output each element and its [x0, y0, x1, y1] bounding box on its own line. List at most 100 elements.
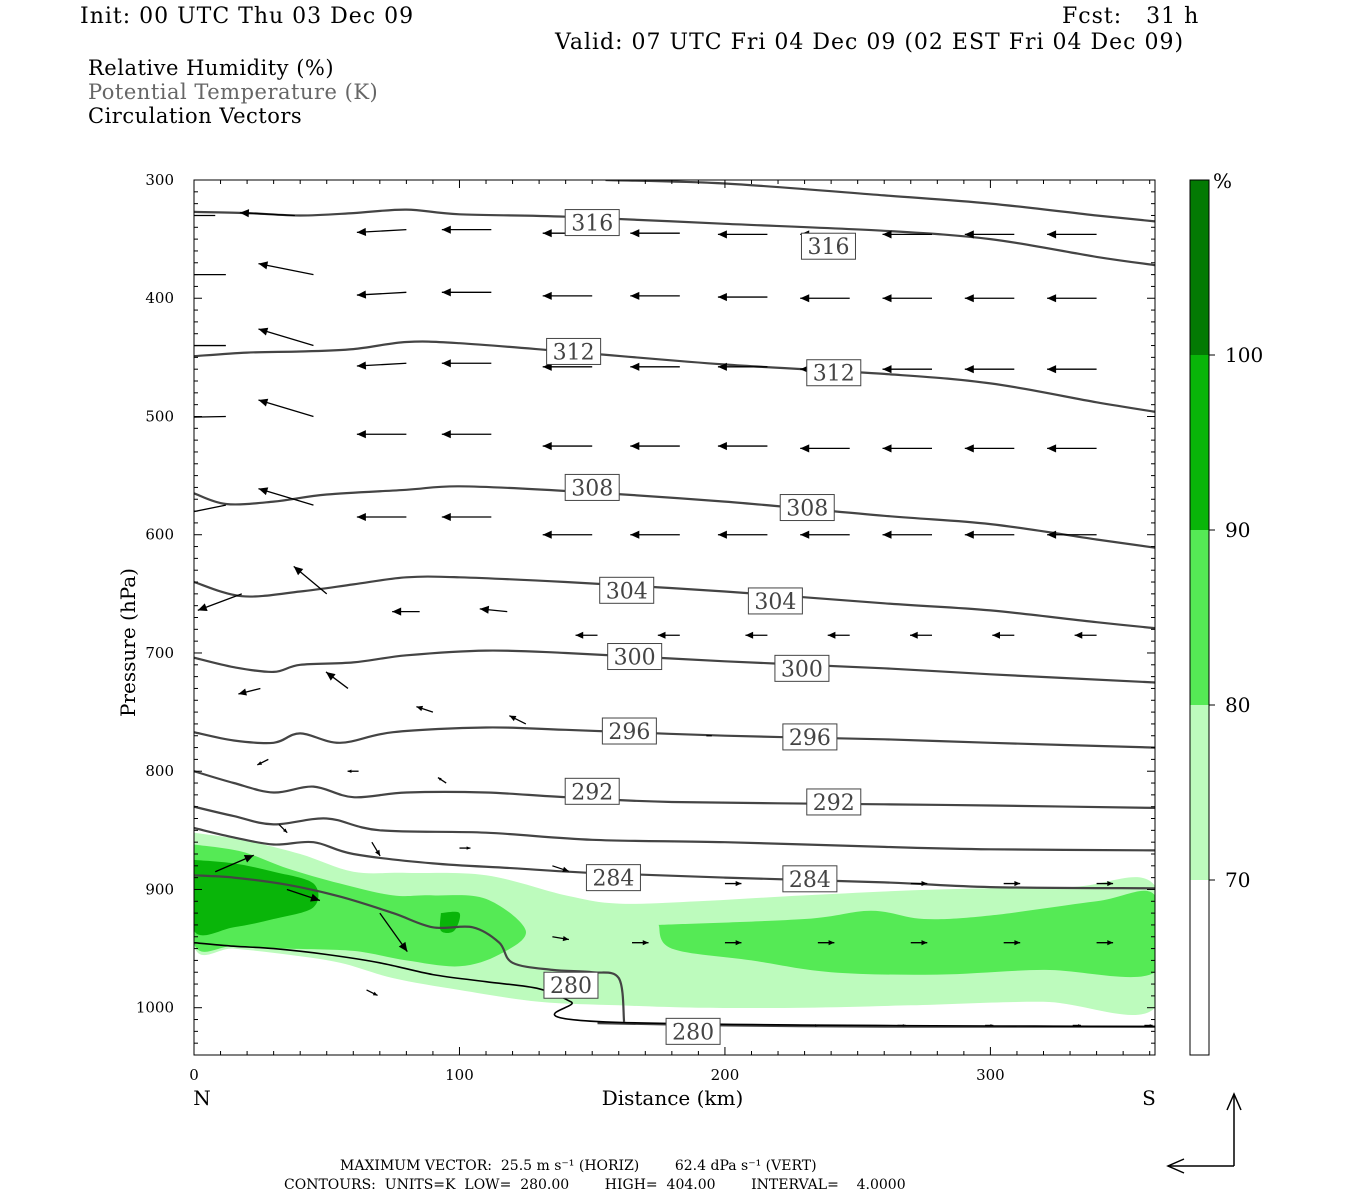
- vector-head: [171, 271, 180, 279]
- vector-head: [1047, 444, 1057, 453]
- north-label: N: [193, 1086, 211, 1110]
- colorbar-frame: [1189, 179, 1210, 1056]
- rh-region-90: [194, 859, 319, 936]
- y-tick-label: 700: [145, 644, 174, 662]
- contour-label-box: [599, 576, 655, 604]
- circulation-vector: [910, 631, 933, 639]
- circulation-vector: [542, 441, 593, 451]
- vector-head: [356, 227, 367, 236]
- circulation-vector: [286, 888, 321, 902]
- contour-label: 316: [571, 212, 613, 237]
- circulation-vector: [257, 758, 269, 766]
- circulation-vector: [897, 1024, 906, 1027]
- circulation-vector: [197, 593, 243, 611]
- y-axis-title: Pressure (hPa): [116, 568, 140, 717]
- circulation-vector: [392, 607, 420, 616]
- circulation-vector: [1047, 365, 1097, 374]
- circulation-vector: [542, 530, 593, 539]
- colorbar: 70 80 90 100%: [1189, 169, 1263, 1056]
- circulation-vector: [1047, 294, 1097, 303]
- vector-head: [293, 566, 304, 576]
- circulation-vector: [964, 365, 1015, 374]
- contour-label: 308: [571, 476, 613, 501]
- circulation-vector: [356, 290, 407, 299]
- vector-head: [921, 880, 928, 887]
- vector-head: [466, 846, 471, 850]
- vector-shaft: [194, 415, 226, 418]
- vector-head: [375, 849, 381, 856]
- vector-head: [1078, 1024, 1081, 1027]
- vector-head: [717, 530, 727, 539]
- vector-head: [630, 530, 640, 539]
- vector-head: [921, 940, 928, 946]
- contour-label-box: [564, 473, 620, 501]
- circulation-vector: [258, 261, 314, 276]
- vector-head: [642, 940, 649, 946]
- circulation-vector: [1096, 940, 1114, 946]
- colorbar-unit: %: [1213, 169, 1232, 193]
- vector-head: [1047, 230, 1057, 239]
- vector-head: [243, 855, 254, 863]
- circulation-vector: [964, 294, 1015, 303]
- vector-head: [509, 715, 517, 722]
- contour-label: 300: [614, 646, 656, 671]
- circulation-vector: [882, 530, 933, 539]
- x-tick-label: 200: [711, 1066, 740, 1084]
- reference-vector-icon: [1166, 1092, 1242, 1174]
- circulation-vector: [717, 441, 768, 451]
- vector-head: [1074, 631, 1083, 639]
- vector-head: [441, 288, 451, 297]
- circulation-vector: [575, 631, 598, 639]
- circulation-vector: [985, 1024, 994, 1027]
- circulation-vector: [657, 631, 680, 639]
- circulation-vector: [379, 912, 408, 952]
- vector-head: [882, 530, 892, 539]
- vector-head: [479, 605, 490, 614]
- vector-head: [416, 705, 424, 712]
- circulation-vector: [366, 989, 378, 997]
- colorbar-label: 80: [1225, 693, 1250, 717]
- circulation-vector: [717, 362, 768, 371]
- contour-label-box: [800, 232, 856, 260]
- vector-head: [258, 327, 269, 336]
- vector-shaft: [258, 262, 314, 276]
- vector-shaft: [258, 328, 314, 347]
- vector-head: [562, 866, 569, 872]
- vector-head: [239, 209, 250, 218]
- vector-head: [356, 512, 366, 522]
- circulation-vector: [717, 230, 768, 239]
- circulation-vectors: [171, 209, 1153, 1027]
- vector-head: [882, 294, 892, 303]
- colorbar-segment: [1190, 880, 1209, 1055]
- vector-head: [882, 230, 892, 239]
- rh-region-80: [658, 890, 1155, 978]
- circulation-vector: [441, 288, 492, 297]
- contour-label: 292: [571, 780, 613, 805]
- circulation-vector: [1047, 444, 1097, 453]
- circulation-vector: [194, 504, 226, 513]
- contour-label-box: [585, 864, 641, 892]
- vector-shaft: [194, 504, 226, 513]
- circulation-vector: [964, 530, 1015, 539]
- circulation-vector: [817, 940, 835, 946]
- vector-head: [238, 688, 247, 696]
- contour-info-note: CONTOURS: UNITS=K LOW= 280.00 HIGH= 404.…: [284, 1177, 906, 1193]
- contour-label: 280: [672, 1020, 714, 1045]
- contour-label-box: [774, 654, 830, 682]
- circulation-vector: [278, 823, 288, 834]
- circulation-vector: [171, 271, 226, 279]
- contour-label: 284: [592, 867, 634, 892]
- init-time: Init: 00 UTC Thu 03 Dec 09: [80, 4, 415, 29]
- circulation-vector: [441, 512, 492, 522]
- vector-head: [964, 294, 974, 303]
- y-tick-label: 800: [145, 762, 174, 780]
- circulation-vector: [356, 361, 407, 370]
- field-rh-label: Relative Humidity (%): [88, 56, 335, 80]
- forecast-hour: Fcst: 31 h: [1062, 4, 1200, 29]
- vector-head: [356, 361, 367, 370]
- vector-head: [882, 444, 892, 453]
- circulation-vector: [441, 225, 492, 234]
- vector-head: [735, 880, 742, 887]
- circulation-vector: [214, 854, 254, 873]
